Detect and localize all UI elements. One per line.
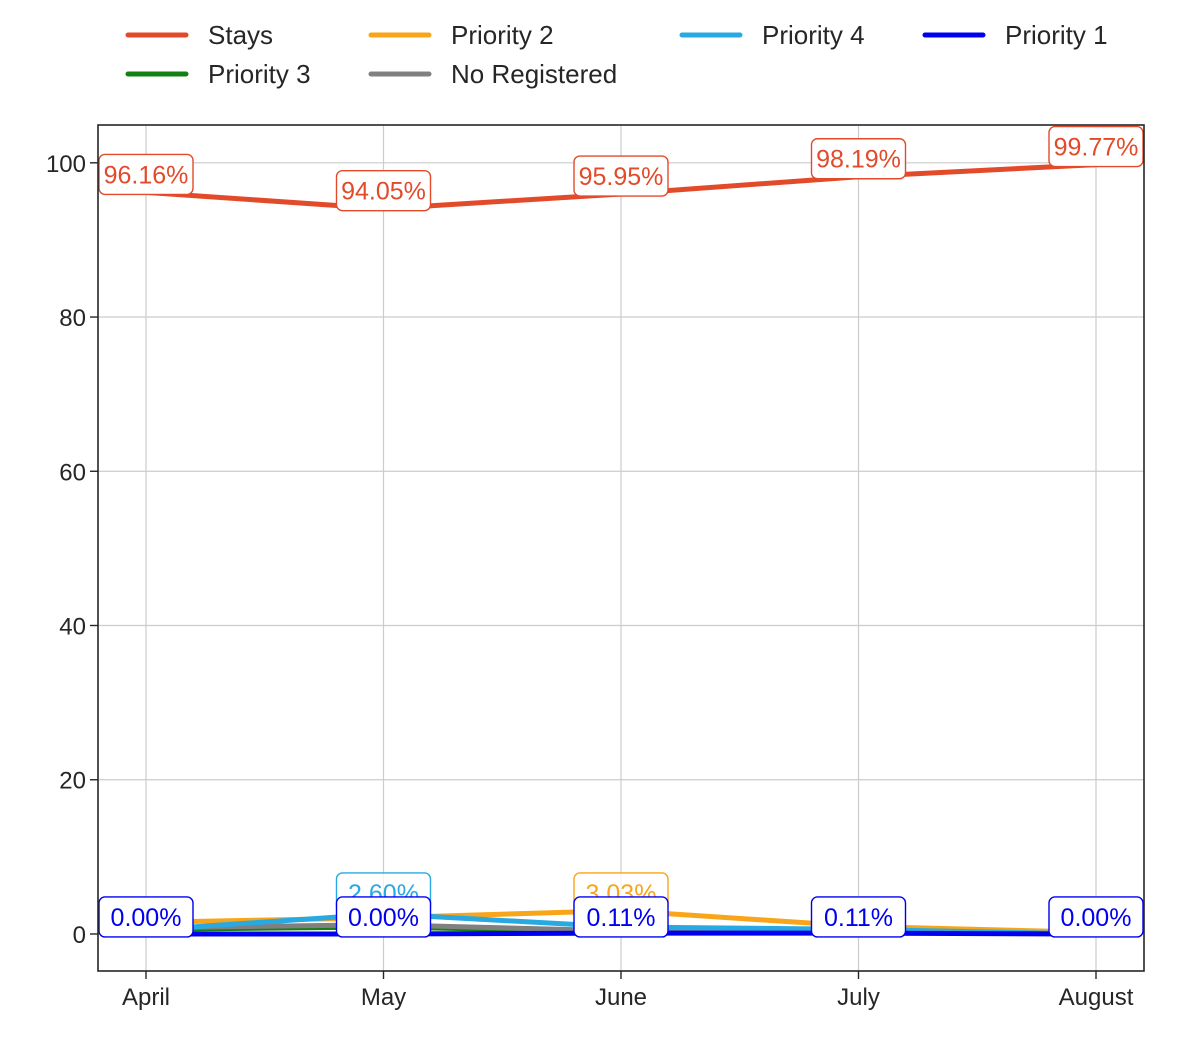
x-tick-label-may: May [361, 984, 406, 1011]
data-label-box [1048, 896, 1144, 938]
data-label-value: 0.00% [1061, 904, 1132, 932]
data-label-box [335, 896, 432, 938]
data-label-box [573, 896, 669, 938]
data-label-priority-1: 0.11% [810, 896, 907, 938]
data-label-box [1048, 125, 1144, 168]
data-label-value: 99.77% [1054, 134, 1139, 162]
x-tick-label-june: June [595, 984, 647, 1011]
data-label-box [810, 138, 907, 180]
y-tick-label: 80 [59, 305, 86, 332]
data-label-value: 0.11% [586, 904, 655, 932]
data-label-stays: 99.77% [1048, 125, 1144, 168]
data-label-value: 96.16% [104, 161, 189, 189]
legend-item-priority-2: Priority 2 [368, 20, 554, 50]
data-label-priority-1: 0.00% [1048, 896, 1144, 938]
data-label-stays: 98.19% [810, 138, 907, 180]
legend: Stays Priority 2 Priority 4 Priority 1 Prior… [125, 20, 1108, 89]
x-tick-label-august: August [1059, 984, 1134, 1011]
data-label-value: 0.11% [824, 904, 893, 932]
data-label-box [335, 169, 432, 212]
x-tick-label-july: July [837, 984, 880, 1011]
legend-label: Stays [208, 20, 273, 50]
legend-label: Priority 2 [451, 20, 554, 50]
axes: 0 20 40 60 80 100 April May June July August [46, 151, 1134, 1011]
data-label-value: 98.19% [816, 146, 901, 174]
legend-item-priority-4: Priority 4 [679, 20, 865, 50]
data-label-stays: 96.16% [98, 153, 194, 196]
y-tick-label: 20 [59, 768, 86, 795]
x-tick-label-april: April [122, 984, 170, 1011]
legend-item-priority-1: Priority 1 [922, 20, 1108, 50]
data-label-value: 94.05% [341, 178, 426, 206]
y-tick-label: 60 [59, 459, 86, 486]
legend-label: No Registered [451, 59, 617, 89]
data-label-value: 0.00% [348, 904, 419, 932]
y-tick-label: 40 [59, 614, 86, 641]
legend-item-stays: Stays [125, 20, 273, 50]
data-label-value: 95.95% [579, 163, 664, 191]
legend-label: Priority 4 [762, 20, 865, 50]
y-tick-label: 0 [73, 922, 86, 949]
data-labels: 3.03%2.60%96.16%94.05%95.95%98.19% 99.77%… [98, 125, 1144, 938]
grid [98, 125, 1144, 971]
legend-label: Priority 3 [208, 59, 311, 89]
data-label-box [98, 896, 194, 938]
data-label-box [810, 896, 907, 938]
data-label-stays: 95.95% [573, 155, 669, 197]
data-label-box [98, 153, 194, 196]
legend-item-priority-3: Priority 3 [125, 59, 311, 89]
y-tick-label: 100 [46, 151, 86, 178]
data-label-priority-1: 0.00% [335, 896, 432, 938]
data-label-box [573, 155, 669, 197]
data-label-priority-1: 0.00% [98, 896, 194, 938]
data-label-stays: 94.05% [335, 169, 432, 212]
legend-item-no-registered: No Registered [368, 59, 617, 89]
legend-label: Priority 1 [1005, 20, 1108, 50]
data-label-value: 0.00% [111, 904, 182, 932]
data-label-priority-1: 0.11% [573, 896, 669, 938]
